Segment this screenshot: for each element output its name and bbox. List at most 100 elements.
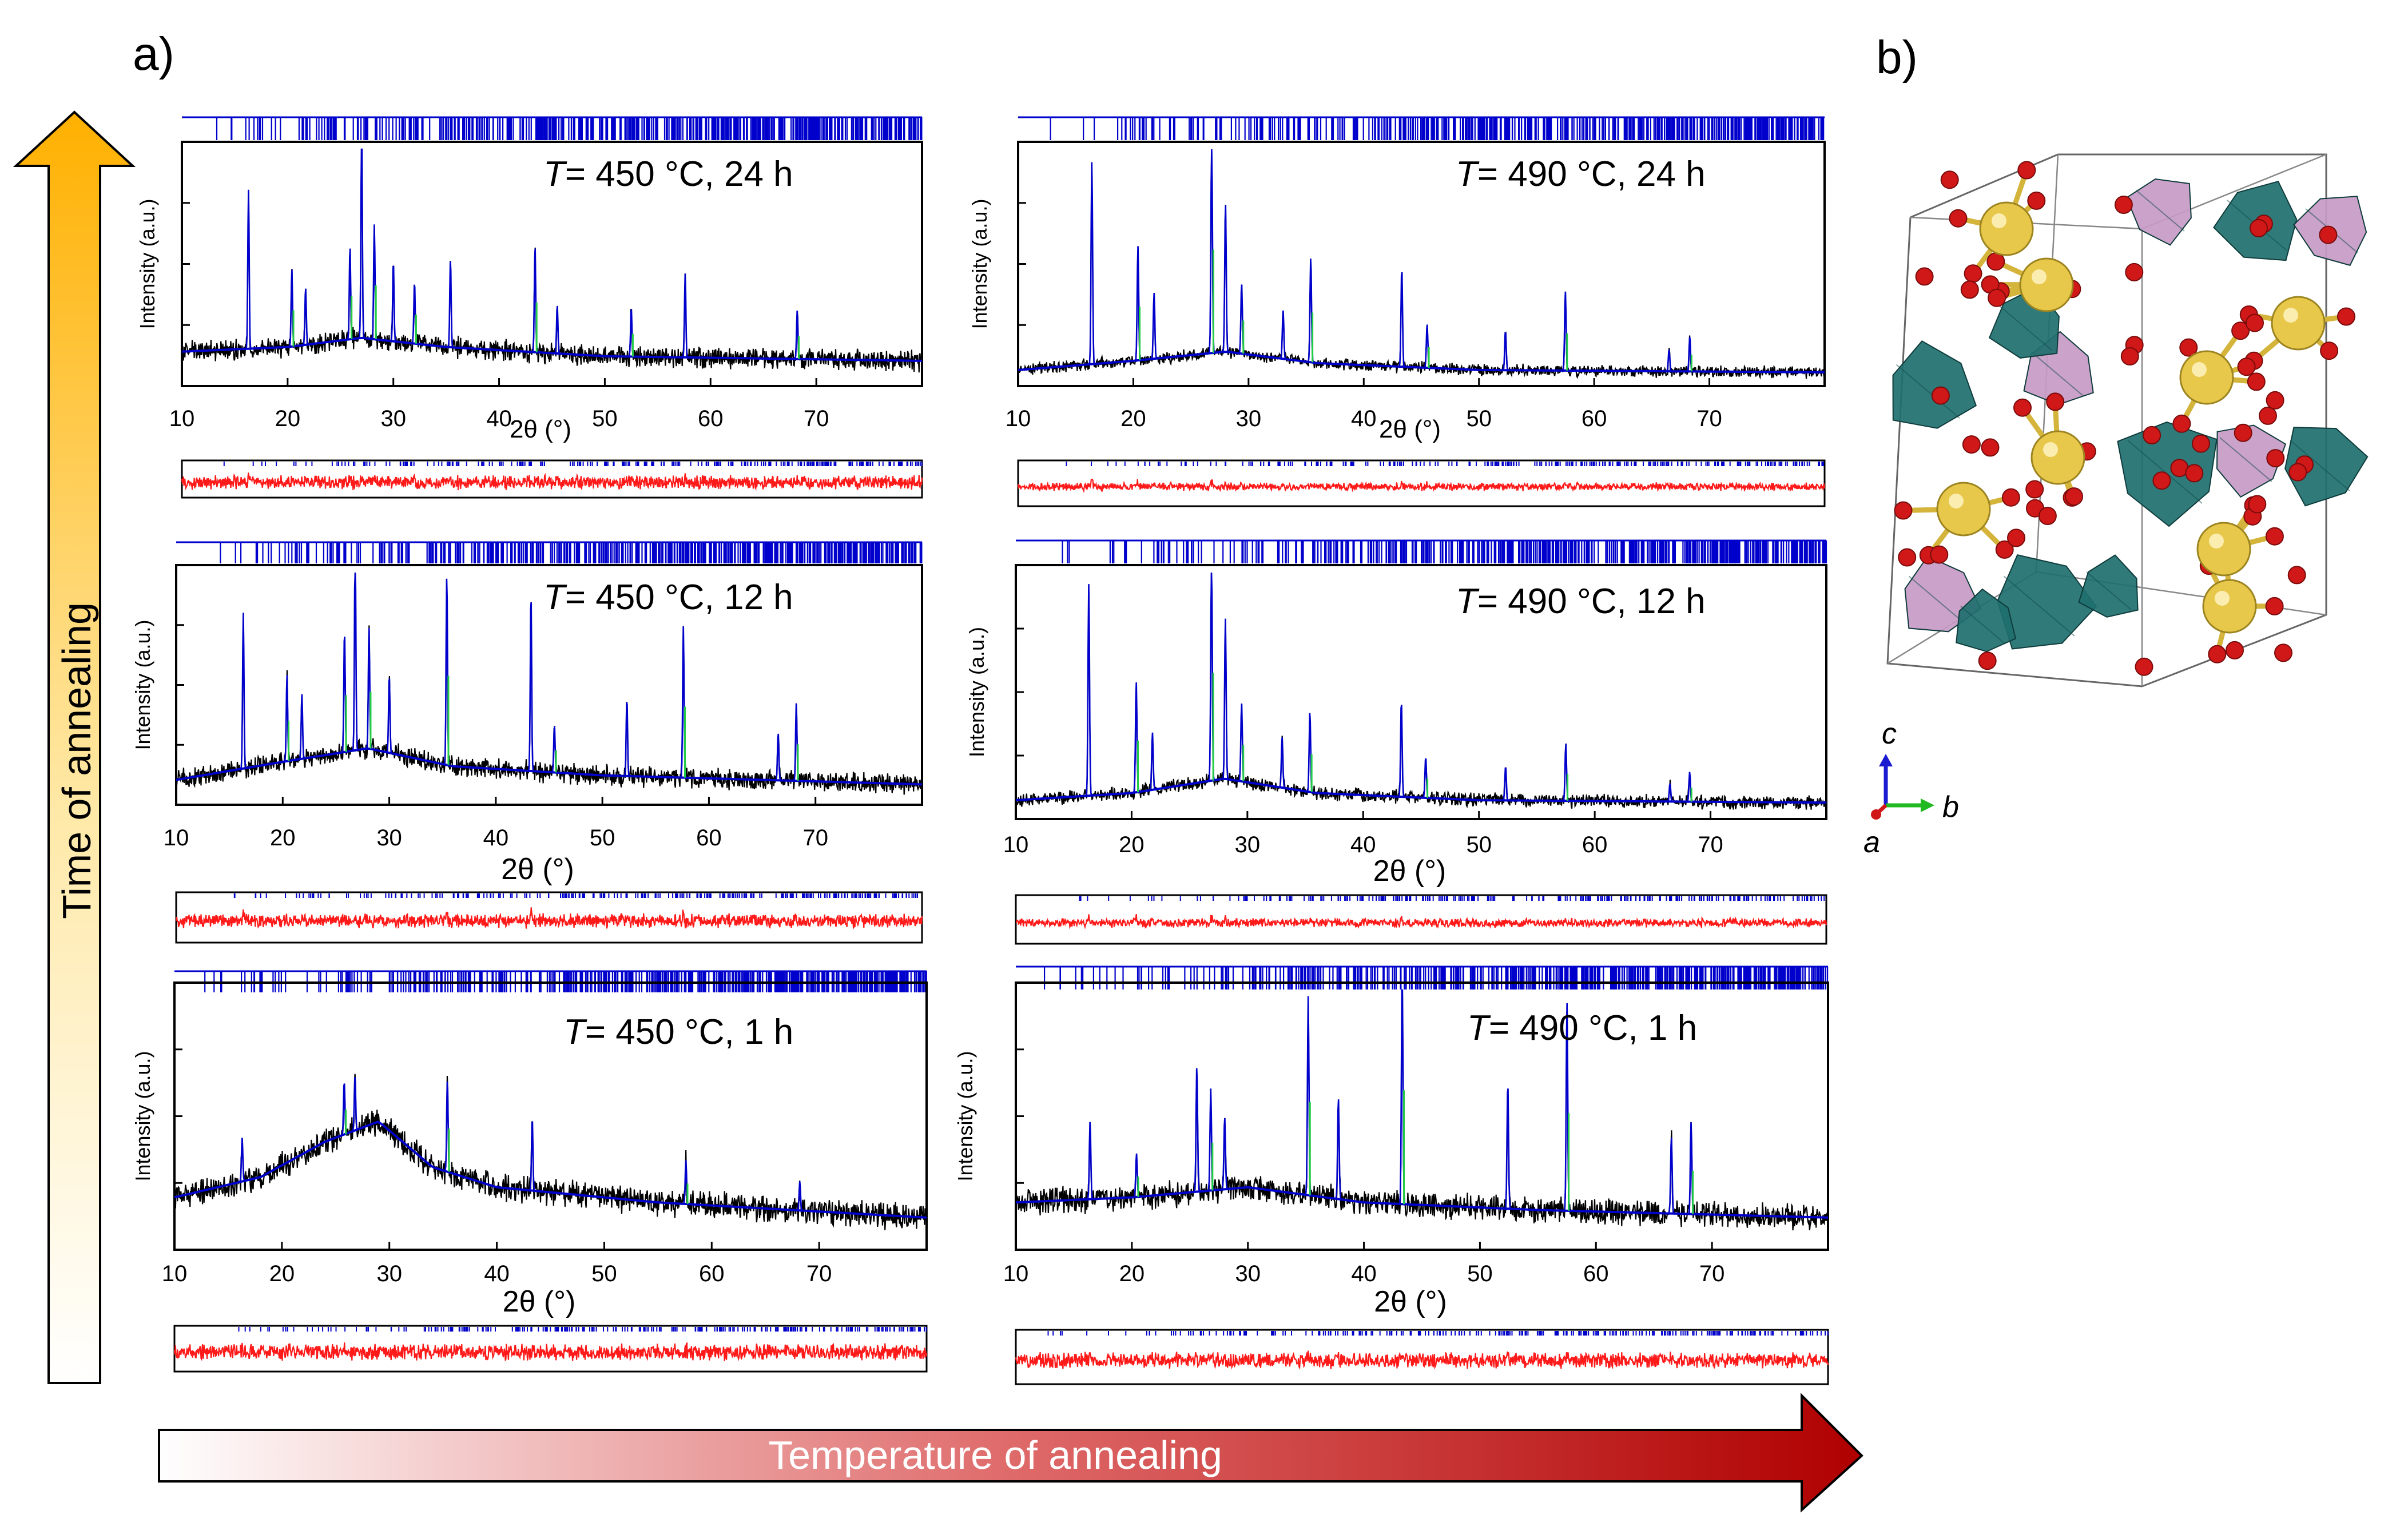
xrd-panel-T450_1h: 10 20 30 40 50 60 70 2θ (°) Intensity (a.u.) T= 4… xyxy=(131,970,928,1373)
crystal-structure xyxy=(1886,153,2369,688)
oxygen-atom xyxy=(2114,196,2133,214)
calculated-pattern xyxy=(1018,149,1825,373)
x-tick-label: 30 xyxy=(376,825,402,851)
polyhedron-edge xyxy=(1896,364,1960,419)
difference-strip xyxy=(181,459,923,499)
x-tick-label: 20 xyxy=(1120,406,1146,431)
oxygen-atom xyxy=(1894,501,1913,520)
difference-curve xyxy=(173,1342,928,1361)
b-axis-label: b xyxy=(1942,790,1959,824)
oxygen-atom xyxy=(2038,507,2057,525)
oxygen-atom xyxy=(2125,263,2144,281)
reflection-tick-marks xyxy=(1044,967,1829,989)
oxygen-atom xyxy=(2274,643,2292,662)
x-axis-label: 2θ (°) xyxy=(1374,1285,1447,1318)
temperature-arrow: Temperature of annealing xyxy=(158,1393,1863,1513)
coordination-polyhedron xyxy=(1892,340,1977,429)
oxygen-atom xyxy=(1995,540,2014,559)
oxygen-atom xyxy=(2007,528,2025,547)
metal-atom xyxy=(2030,430,2085,485)
x-tick-label: 20 xyxy=(270,825,296,851)
oxygen-atom xyxy=(1898,548,1917,567)
x-tick-label: 70 xyxy=(1699,1261,1725,1286)
polyhedron-edge xyxy=(1999,305,2052,351)
difference-reflection-ticks xyxy=(233,893,918,898)
x-axis-label: 2θ (°) xyxy=(1379,415,1441,443)
temperature-arrow-shape xyxy=(158,1393,1863,1513)
a-axis-label: a xyxy=(1863,826,1880,859)
x-tick-label: 50 xyxy=(591,1261,617,1286)
condition-annotation: T= 490 °C, 1 h xyxy=(1467,1008,1697,1048)
oxygen-atom xyxy=(2172,414,2191,433)
xrd-panel-T490_24h: 10 20 30 40 50 60 70 2θ (°) Intensity (a.u.) T= 4… xyxy=(968,116,1826,507)
oxygen-atom xyxy=(2287,566,2306,585)
oxygen-atom xyxy=(2179,338,2198,357)
x-tick-label: 60 xyxy=(1582,406,1607,431)
coordination-polyhedron xyxy=(2078,554,2139,618)
atom-highlight xyxy=(1992,213,2006,228)
difference-strip xyxy=(1015,1329,1829,1385)
metal-atom xyxy=(2019,257,2074,312)
polyhedron-edge xyxy=(2086,571,2132,610)
reflection-tick-marks xyxy=(220,542,923,563)
coordination-polyhedron xyxy=(2125,178,2192,246)
x-tick-label: 60 xyxy=(696,825,722,851)
oxygen-atom xyxy=(1940,170,1959,189)
x-tick-label: 10 xyxy=(1003,832,1029,857)
x-tick-label: 70 xyxy=(802,825,828,851)
x-tick-label: 40 xyxy=(483,825,509,851)
atom-highlight xyxy=(2209,534,2224,549)
oxygen-atom xyxy=(2152,471,2171,490)
condition-annotation: T= 490 °C, 12 h xyxy=(1456,582,1706,621)
x-tick-label: 70 xyxy=(1696,406,1722,431)
oxygen-atom xyxy=(2226,641,2244,659)
oxygen-atom xyxy=(1981,438,2000,457)
oxygen-atom xyxy=(2135,657,2153,676)
condition-annotation: T= 450 °C, 12 h xyxy=(543,578,793,617)
oxygen-atom xyxy=(2247,372,2266,391)
oxygen-atom xyxy=(2185,464,2204,483)
oxygen-atom xyxy=(2231,321,2250,340)
polyhedron-edge xyxy=(2135,189,2185,232)
y-axis-label: Intensity (a.u.) xyxy=(968,198,991,329)
difference-reflection-ticks xyxy=(1066,462,1825,466)
x-tick-label: 30 xyxy=(1235,1261,1261,1286)
condition-text: = 450 °C, 12 h xyxy=(565,578,793,617)
polyhedron-edge xyxy=(2290,440,2350,491)
oxygen-atom xyxy=(2246,313,2264,332)
temperature-symbol: T xyxy=(1456,582,1480,621)
x-axis-label: 2θ (°) xyxy=(503,1285,576,1318)
difference-curve xyxy=(1015,913,1827,929)
oxygen-atom xyxy=(1962,435,1981,454)
temperature-symbol: T xyxy=(1467,1008,1491,1048)
atom-highlight xyxy=(2043,442,2058,457)
x-tick-label: 30 xyxy=(1235,832,1261,857)
oxygen-atom xyxy=(1986,252,2005,271)
y-axis-label: Intensity (a.u.) xyxy=(131,1051,154,1181)
polyhedron-edge xyxy=(1908,575,1965,624)
observed-pattern xyxy=(173,1074,928,1230)
metal-atom xyxy=(2202,579,2257,634)
x-tick-label: 10 xyxy=(1006,406,1031,431)
oxygen-atom xyxy=(2025,480,2044,499)
oxygen-atom xyxy=(2266,391,2284,410)
oxygen-atom xyxy=(2192,434,2210,453)
condition-text: = 450 °C, 24 h xyxy=(565,154,793,194)
reflection-tick-marks xyxy=(216,117,923,140)
oxygen-atom xyxy=(2337,307,2355,326)
oxygen-atom xyxy=(2265,527,2284,546)
polyhedron-edge xyxy=(2030,351,2084,396)
coordination-polyhedron xyxy=(1956,588,2017,653)
polyhedron-edge xyxy=(2127,440,2203,504)
oxygen-atom xyxy=(1978,651,1997,670)
oxygen-atom xyxy=(2027,191,2046,210)
condition-text: = 490 °C, 1 h xyxy=(1489,1008,1697,1048)
calculated-pattern xyxy=(174,1076,927,1219)
x-tick-label: 30 xyxy=(1236,406,1262,431)
y-axis-label: Intensity (a.u.) xyxy=(131,619,154,750)
polyhedron-edge xyxy=(2219,437,2272,482)
temperature-symbol: T xyxy=(543,578,567,617)
oxygen-atom xyxy=(2259,406,2277,425)
